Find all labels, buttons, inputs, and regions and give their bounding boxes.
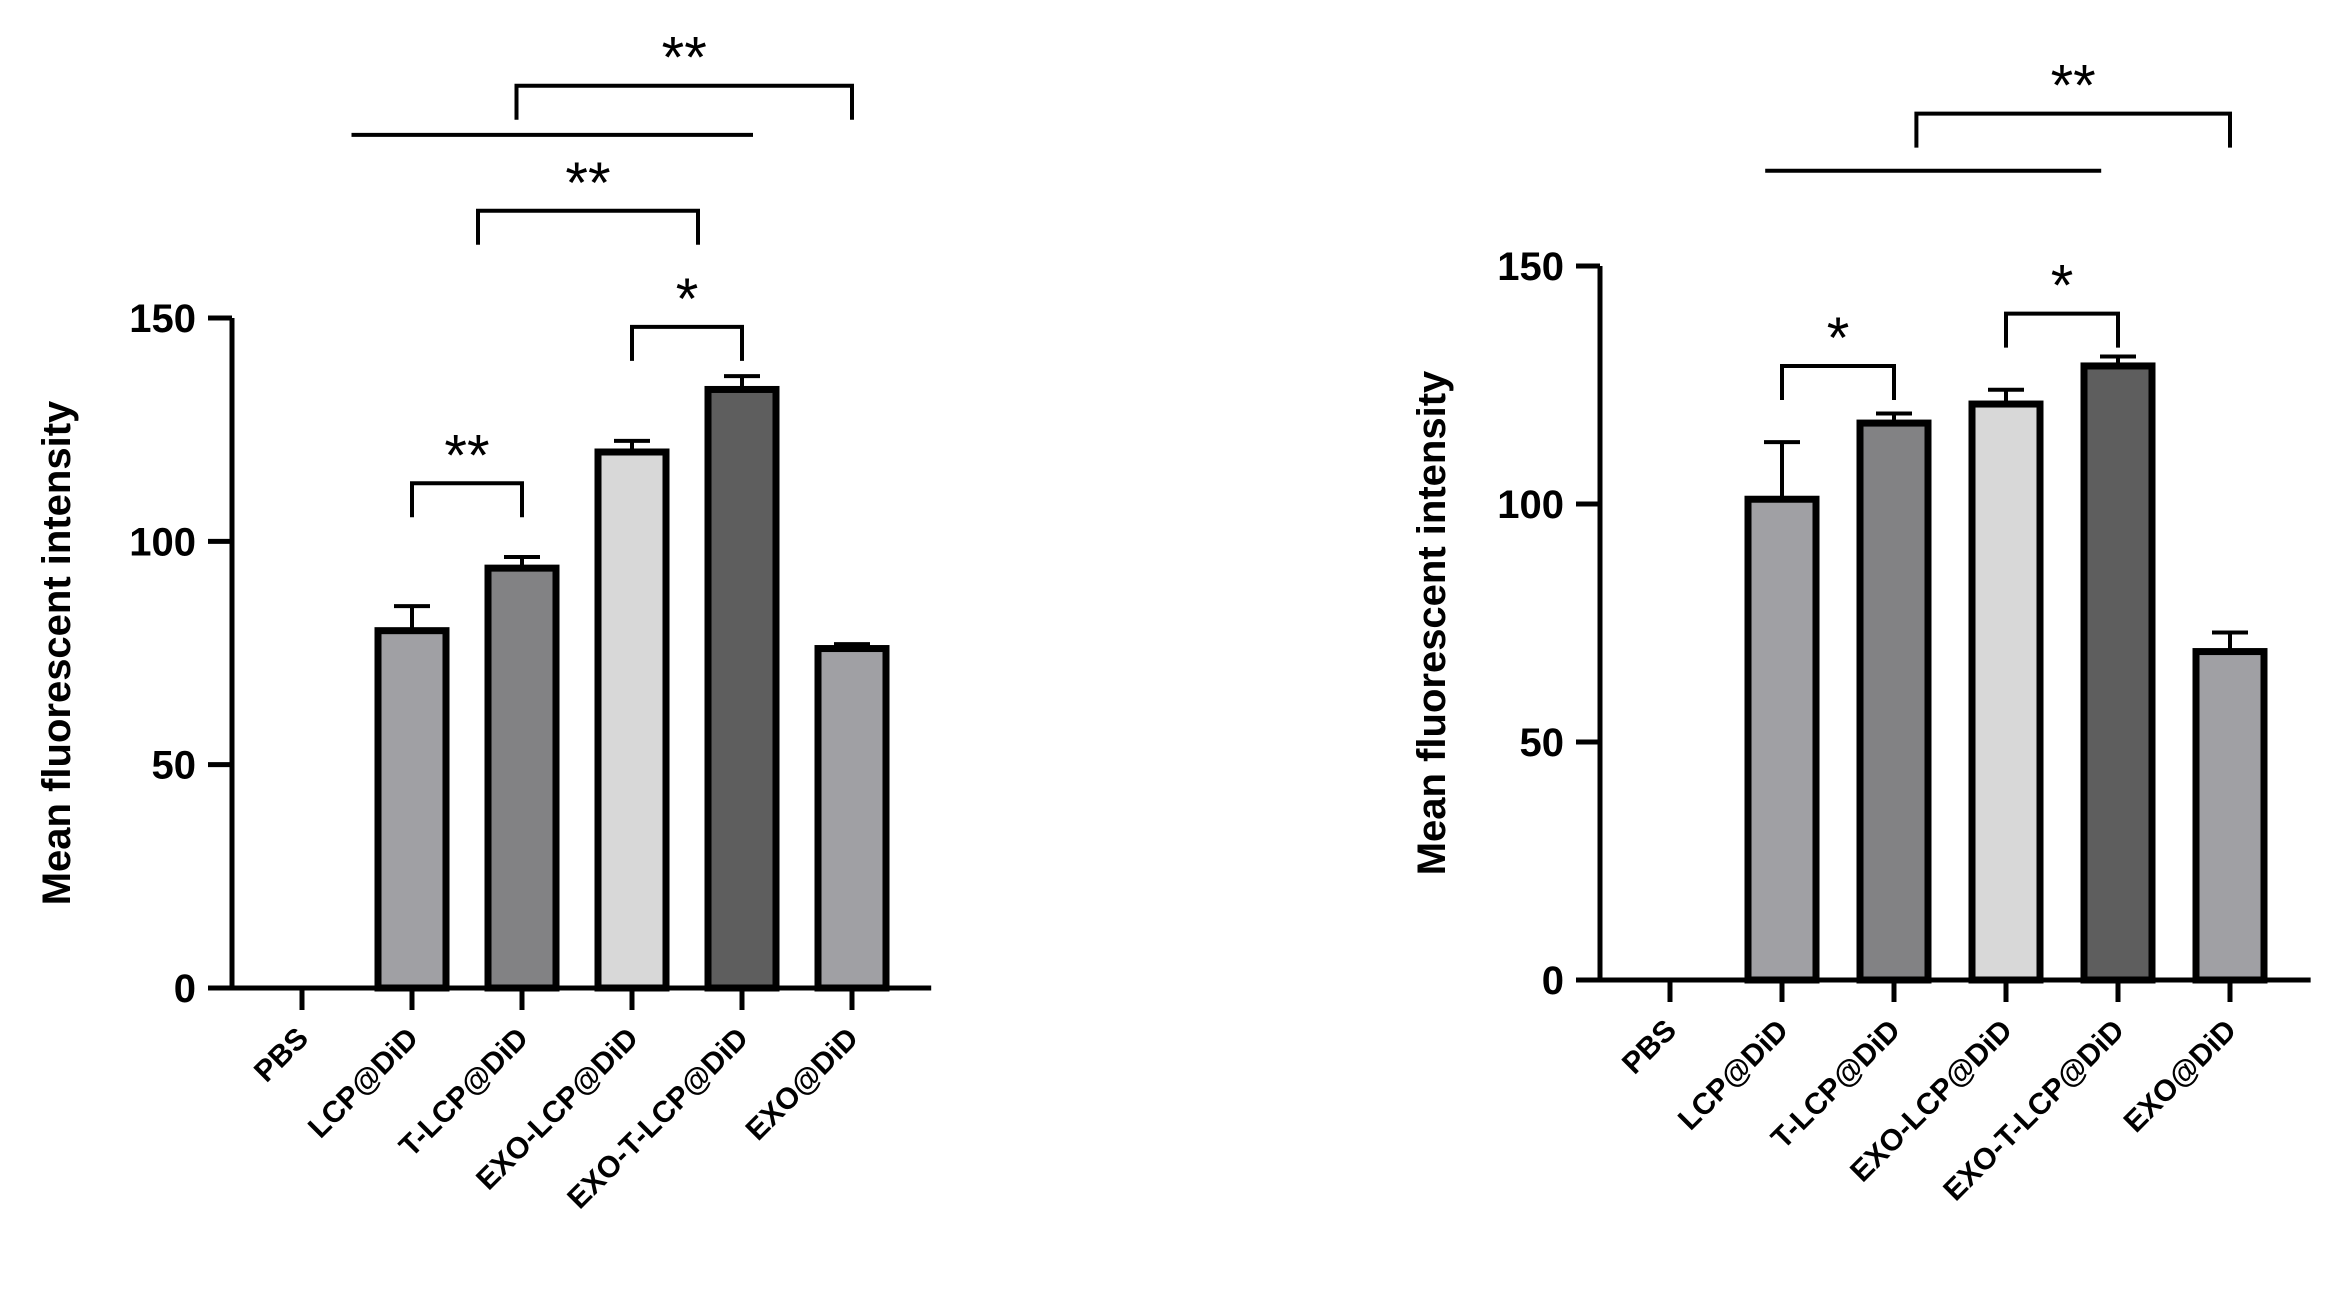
x-tick-label: LCP@DiD xyxy=(1672,1014,1795,1137)
significance-label: ** xyxy=(2051,54,2096,119)
bar-exo-t-lcp-did xyxy=(2080,362,2156,984)
y-tick-label: 100 xyxy=(1497,483,1564,527)
x-tick-label: EXO-T-LCP@DiD xyxy=(561,1022,755,1216)
significance-bracket xyxy=(514,83,854,120)
bar-t-lcp-did xyxy=(484,564,560,992)
y-tick-label: 50 xyxy=(152,744,197,788)
significance-label: ** xyxy=(662,26,707,91)
significance-label: * xyxy=(1827,306,1850,371)
significance-bracket xyxy=(2004,311,2120,348)
x-tick-label: EXO@DiD xyxy=(740,1022,865,1147)
y-tick-label: 100 xyxy=(129,520,196,564)
significance-label: * xyxy=(2051,254,2074,319)
y-tick-label: 0 xyxy=(1542,959,1564,1003)
bar-exo-did xyxy=(814,645,890,992)
bar-t-lcp-did xyxy=(1856,419,1932,984)
significance-bracket xyxy=(1780,363,1896,400)
y-tick-label: 50 xyxy=(1520,721,1565,765)
x-tick-label: PBS xyxy=(1616,1014,1683,1081)
bar-exo-did xyxy=(2192,648,2268,984)
significance-label: ** xyxy=(444,423,489,488)
chart-panel-2: 0 50 100 150 Mean fluorescent intensity PBSLC… xyxy=(1410,54,2311,1207)
bar-exo-t-lcp-did xyxy=(704,385,780,992)
significance-bracket xyxy=(630,324,744,361)
y-tick-label: 0 xyxy=(174,967,196,1011)
significance-label: * xyxy=(676,267,699,332)
x-tick-label: EXO@DiD xyxy=(2118,1014,2243,1139)
bar-exo-lcp-did xyxy=(1968,400,2044,984)
significance-bracket xyxy=(476,208,700,245)
significance-label: ** xyxy=(565,151,610,216)
bar-lcp-did xyxy=(374,627,450,992)
significance-bracket xyxy=(410,481,524,518)
y-tick-label: 150 xyxy=(1497,245,1564,289)
bar-lcp-did xyxy=(1744,495,1820,984)
y-tick-label: 150 xyxy=(129,297,196,341)
y-axis-label: Mean fluorescent intensity xyxy=(35,400,79,905)
x-tick-label: PBS xyxy=(248,1022,315,1089)
significance-bracket xyxy=(1914,111,2232,148)
y-axis-label: Mean fluorescent intensity xyxy=(1410,370,1454,875)
bar-exo-lcp-did xyxy=(594,448,670,992)
